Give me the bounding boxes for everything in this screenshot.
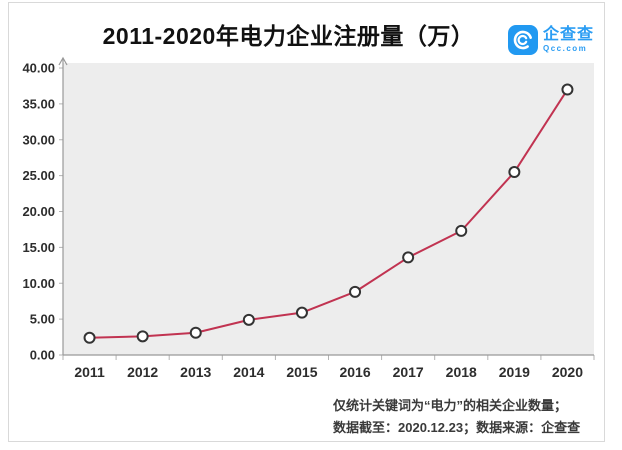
line-chart: 0.00 5.00 10.00 15.00 20.00 25.00 30.00 35.00 40… xyxy=(22,56,595,380)
qcc-logo: 企查查 Qcc.com xyxy=(507,25,594,55)
data-point-2015 xyxy=(295,306,308,319)
plot-panel xyxy=(63,63,594,355)
x-tick-label: 2018 xyxy=(446,364,477,380)
y-tick-label: 0.00 xyxy=(30,348,55,363)
footnote-line-2: 数据截至：2020.12.23；数据来源：企查查 xyxy=(333,420,581,435)
y-tick-label: 5.00 xyxy=(30,312,55,327)
data-point-2011 xyxy=(83,331,96,344)
x-tick-label: 2016 xyxy=(339,364,370,380)
y-tick-label: 30.00 xyxy=(22,132,55,147)
chart-footnotes: 仅统计关键词为“电力”的相关企业数量； 数据截至：2020.12.23；数据来源… xyxy=(333,395,580,439)
x-tick-label: 2014 xyxy=(233,364,264,380)
y-tick-label: 15.00 xyxy=(22,240,55,255)
x-tick-label: 2017 xyxy=(393,364,424,380)
chart-header: 2011-2020年电力企业注册量（万） 企查查 Qcc.com xyxy=(9,3,604,58)
data-point-2017 xyxy=(402,251,415,264)
x-tick-label: 2011 xyxy=(74,364,105,380)
x-tick-label: 2020 xyxy=(552,364,583,380)
qcc-logo-text: 企查查 Qcc.com xyxy=(543,27,594,53)
data-point-2019 xyxy=(508,166,521,179)
x-tick-label: 2019 xyxy=(499,364,530,380)
page-title: 2011-2020年电力企业注册量（万） xyxy=(102,23,475,49)
x-tick-label: 2013 xyxy=(180,364,211,380)
data-point-2014 xyxy=(242,313,255,326)
data-point-2018 xyxy=(455,224,468,237)
y-tick-label: 25.00 xyxy=(22,168,55,183)
logo-brand-name: 企查查 xyxy=(542,26,594,43)
data-point-2012 xyxy=(136,330,149,343)
y-axis-arrow xyxy=(58,56,68,66)
footnote-line-1: 仅统计关键词为“电力”的相关企业数量； xyxy=(333,398,568,413)
data-point-2013 xyxy=(189,326,202,339)
y-tick-label: 20.00 xyxy=(22,204,55,219)
y-tick-label: 40.00 xyxy=(22,61,55,76)
y-tick-label: 35.00 xyxy=(22,96,55,111)
y-tick-label: 10.00 xyxy=(22,276,55,291)
qcc-logo-icon xyxy=(507,25,538,55)
data-point-2016 xyxy=(349,285,362,298)
data-point-2020 xyxy=(561,83,574,96)
x-tick-label: 2012 xyxy=(127,364,158,380)
logo-domain: Qcc.com xyxy=(542,44,588,53)
series-line xyxy=(89,88,569,339)
chart-card: 2011-2020年电力企业注册量（万） 企查查 Qcc.com 0.00 5.0… xyxy=(8,2,605,442)
x-tick-label: 2015 xyxy=(286,364,317,380)
